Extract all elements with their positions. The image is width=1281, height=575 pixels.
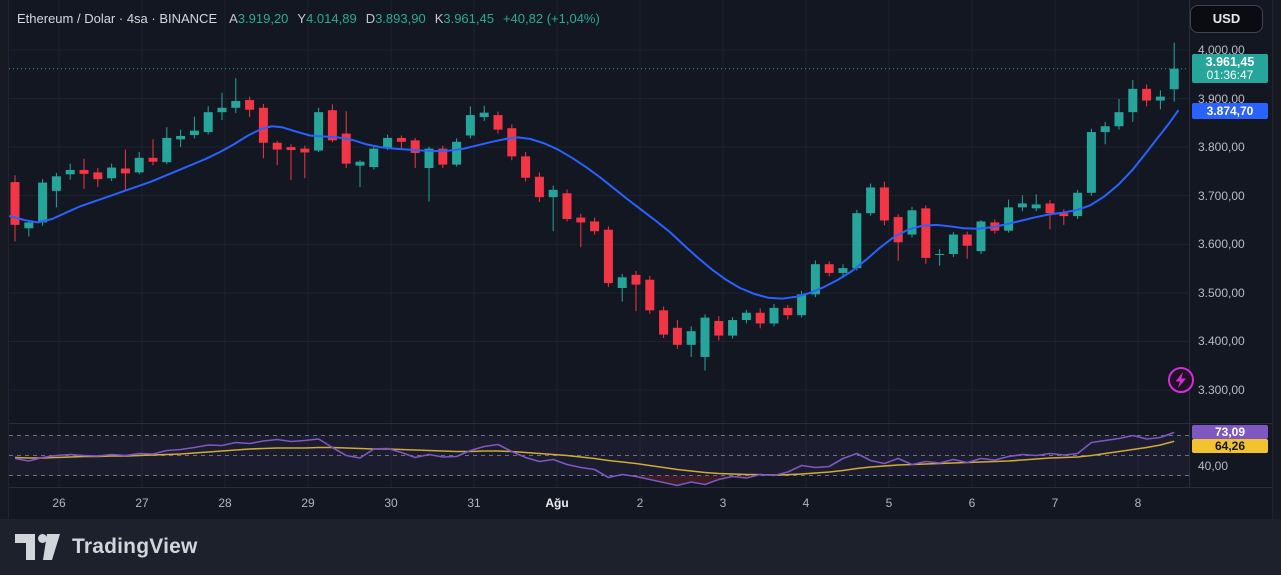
flash-boost-button[interactable] bbox=[1166, 365, 1196, 395]
chart-canvas[interactable] bbox=[0, 0, 1281, 520]
rsi-axis-tick-label: 40,00 bbox=[1198, 458, 1229, 473]
tradingview-brand-text[interactable]: TradingView bbox=[72, 535, 198, 558]
price-tick-label: 3.400,00 bbox=[1198, 334, 1245, 349]
rsi-value-badge: 73,09 bbox=[1192, 425, 1268, 440]
time-tick-label: 4 bbox=[802, 496, 810, 510]
current-price-badge: 3.961,45 01:36:47 bbox=[1192, 54, 1268, 84]
left-frame-strip bbox=[0, 0, 9, 519]
time-tick-label: 3 bbox=[719, 496, 727, 510]
lightning-icon bbox=[1175, 372, 1186, 388]
price-axis[interactable]: 3.961,45 01:36:47 3.874,70 73,09 64,26 4… bbox=[1189, 0, 1272, 487]
time-axis-separator bbox=[9, 487, 1272, 488]
symbol-legend: Ethereum / Dolar · 4sa · BINANCE A3.919,… bbox=[17, 11, 600, 26]
bar-countdown: 01:36:47 bbox=[1206, 68, 1254, 83]
price-tick-label: 3.700,00 bbox=[1198, 188, 1245, 203]
price-tick-label: 3.300,00 bbox=[1198, 382, 1245, 397]
time-tick-label: 29 bbox=[301, 496, 315, 510]
rsi-ma-value-badge: 64,26 bbox=[1192, 439, 1268, 454]
time-tick-label: Ağu bbox=[545, 496, 569, 510]
time-tick-label: 5 bbox=[885, 496, 893, 510]
time-tick-label: 28 bbox=[218, 496, 232, 510]
time-tick-label: 2 bbox=[636, 496, 644, 510]
pane-separator[interactable] bbox=[9, 423, 1272, 424]
time-tick-label: 8 bbox=[1134, 496, 1142, 510]
legend-high: Y4.014,89 bbox=[297, 11, 357, 26]
legend-change: +40,82 (+1,04%) bbox=[502, 11, 600, 26]
ma-price-badge: 3.874,70 bbox=[1192, 102, 1268, 119]
time-tick-label: 7 bbox=[1051, 496, 1059, 510]
time-axis[interactable]: 26 27 28 29 30 31 Ağu 2 3 4 5 6 7 8 bbox=[9, 488, 1272, 519]
time-tick-label: 30 bbox=[384, 496, 398, 510]
legend-open: A3.919,20 bbox=[229, 11, 289, 26]
price-tick-label: 4.000,00 bbox=[1198, 43, 1245, 57]
legend-close: K3.961,45 bbox=[434, 11, 494, 26]
price-tick-label: 3.500,00 bbox=[1198, 285, 1245, 300]
price-tick-label: 3.600,00 bbox=[1198, 237, 1245, 252]
symbol-title[interactable]: Ethereum / Dolar · 4sa · BINANCE bbox=[17, 11, 218, 26]
currency-toggle-button[interactable]: USD bbox=[1190, 5, 1263, 33]
legend-low: D3.893,90 bbox=[365, 11, 426, 26]
price-tick-label: 3.800,00 bbox=[1198, 140, 1245, 155]
right-frame-strip bbox=[1272, 0, 1281, 519]
current-price-value: 3.961,45 bbox=[1205, 55, 1255, 70]
time-tick-label: 6 bbox=[968, 496, 976, 510]
time-tick-label: 27 bbox=[135, 496, 149, 510]
time-tick-label: 31 bbox=[467, 496, 481, 510]
tradingview-logo-icon[interactable] bbox=[15, 534, 61, 560]
time-tick-label: 26 bbox=[52, 496, 66, 510]
price-tick-label: 3.900,00 bbox=[1198, 91, 1245, 106]
footer-bar: TradingView bbox=[0, 519, 1281, 575]
